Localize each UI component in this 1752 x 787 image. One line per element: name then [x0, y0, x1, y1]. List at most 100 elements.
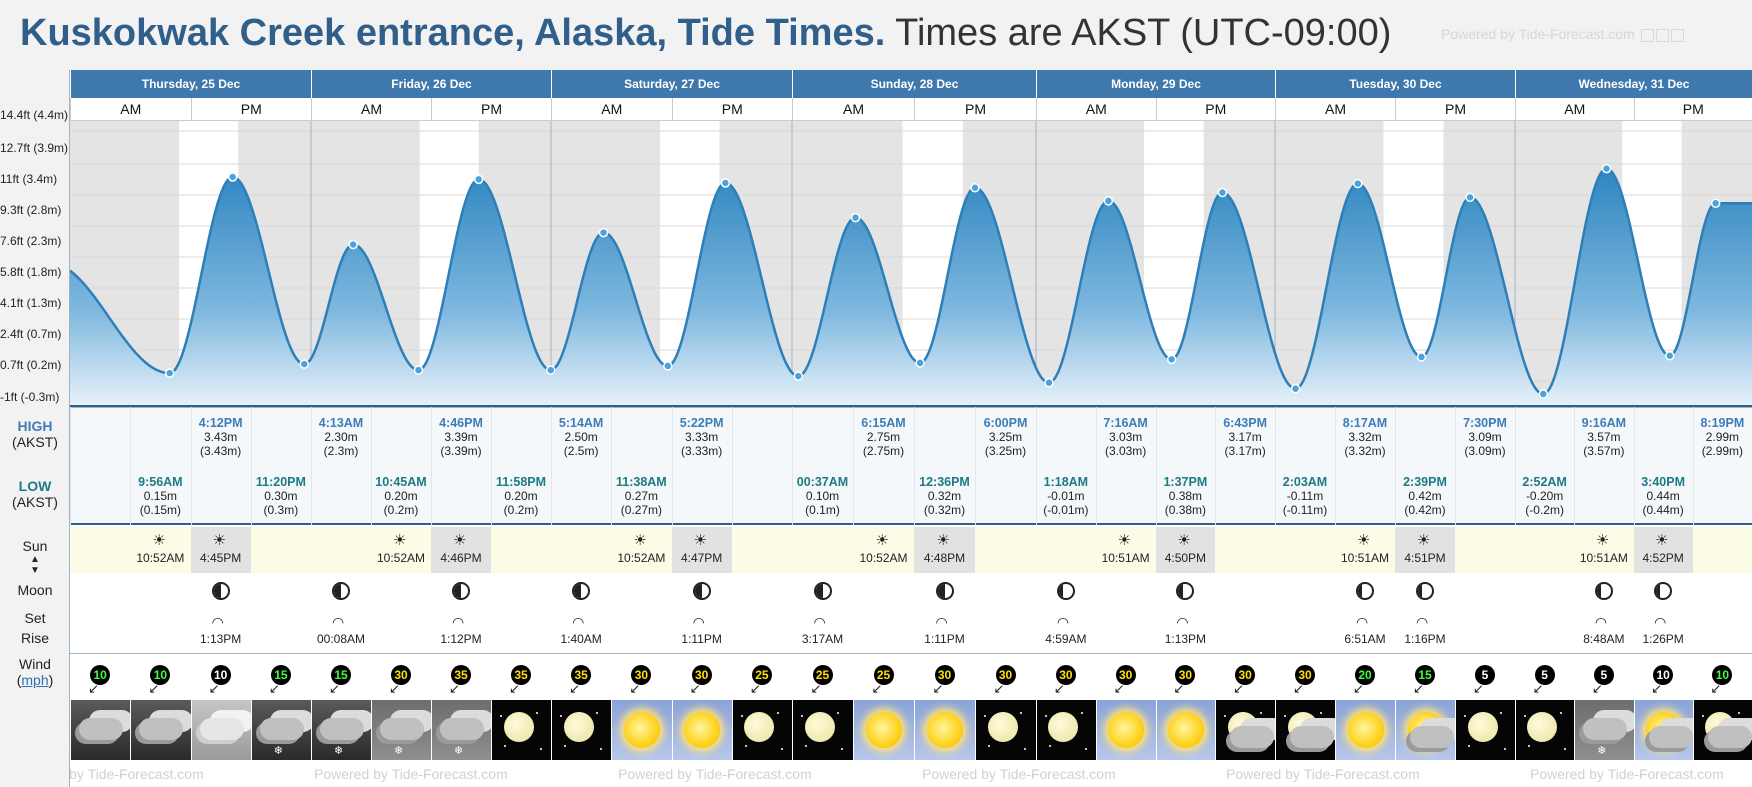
powered-by-text: Powered by Tide-Forecast.com	[70, 766, 204, 782]
tide-extreme-point[interactable]	[1353, 178, 1363, 189]
wind-direction-icon: ↙	[1473, 681, 1484, 696]
high-tide-cell: 5:22PM 3.33m (3.33m)	[672, 416, 732, 458]
pm-label: PM	[914, 98, 1036, 121]
low-tide-height-alt: (0.2m)	[383, 503, 419, 517]
tide-extreme-point[interactable]	[1290, 383, 1301, 394]
high-tide-cell: 6:15AM 2.75m (2.75m)	[853, 416, 914, 458]
sunset-icon: ☀	[936, 532, 950, 549]
sun-updown-icon: ▲ ▼	[30, 554, 40, 576]
tide-extreme-point[interactable]	[348, 239, 358, 250]
low-tide-height: 0.38m	[1168, 489, 1203, 503]
weather-moon-cloud-icon	[1692, 700, 1752, 760]
cloud-icon	[199, 718, 244, 740]
wind-cell: 25 ↙	[853, 658, 914, 700]
star-icon	[805, 745, 807, 747]
moonrise-icon: ◠	[692, 614, 705, 630]
moon-icon	[805, 712, 835, 742]
sun-icon	[927, 712, 963, 748]
wind-direction-icon: ↙	[509, 681, 520, 696]
star-icon	[560, 715, 562, 717]
high-tide-height-alt: (2.5m)	[563, 444, 599, 458]
moon-icon	[744, 712, 775, 742]
tide-extreme-point[interactable]	[663, 361, 673, 371]
high-tide-height-alt: (3.32m)	[1344, 444, 1386, 458]
tide-slot-divider	[70, 407, 71, 525]
tide-slot-divider	[853, 407, 854, 525]
tide-extreme-point[interactable]	[1538, 389, 1549, 399]
tide-extreme-point[interactable]	[720, 178, 731, 188]
sunrise-cell: ☀ 10:51AM	[1335, 527, 1395, 573]
weather-sun-cloud-icon	[1633, 700, 1693, 760]
tide-slot-divider	[1095, 407, 1097, 525]
sunrise-cell: ☀ 10:52AM	[130, 527, 190, 573]
powered-by-top[interactable]: Powered by Tide-Forecast.com	[1441, 26, 1684, 42]
tide-extreme-point[interactable]	[915, 358, 925, 368]
wind-direction-icon: ↙	[689, 681, 701, 696]
moonrise-icon: ◠	[813, 614, 826, 630]
wind-direction-icon: ↙	[1113, 681, 1125, 696]
high-tide-cell: 8:19PM 2.99m (2.99m)	[1693, 416, 1752, 458]
wind-speed-badge: 35	[571, 665, 592, 685]
star-icon	[801, 715, 803, 717]
moon-phase-icon	[211, 582, 230, 600]
moon-cell: ◠ 1:11PM	[672, 574, 732, 652]
mph-link[interactable]: mph	[21, 672, 49, 688]
wind-direction-icon: ↙	[208, 681, 220, 696]
tide-slot-divider	[1395, 407, 1396, 525]
wind-speed-badge: 30	[1235, 665, 1256, 685]
tide-slot-divider	[792, 407, 793, 525]
wind-cell: 5 ↙	[1515, 658, 1574, 700]
star-icon	[1260, 712, 1263, 714]
tide-extreme-point[interactable]	[473, 174, 484, 185]
moon-phase-icon	[1356, 582, 1374, 600]
moon-phase-icon	[1056, 582, 1075, 600]
tide-extreme-point[interactable]	[1166, 354, 1177, 365]
tide-extreme-point[interactable]	[1664, 351, 1675, 361]
tide-extreme-point[interactable]	[227, 172, 238, 182]
tide-extreme-point[interactable]	[1601, 163, 1612, 174]
wind-speed-badge: 30	[995, 665, 1016, 685]
wind-cell: 25 ↙	[732, 658, 792, 700]
low-tide-cell: 10:45AM 0.20m (0.2m)	[371, 475, 431, 517]
tide-extreme-point[interactable]	[413, 365, 424, 375]
powered-by-bottom[interactable]: Powered by Tide-Forecast.com Powered by T…	[70, 764, 1752, 787]
high-tide-height: 3.43m	[203, 430, 238, 444]
tide-extreme-point[interactable]	[1103, 196, 1114, 206]
weather-sun-icon	[1155, 700, 1216, 760]
tide-extreme-point[interactable]	[1217, 187, 1228, 198]
moon-time: 1:26PM	[1642, 632, 1684, 646]
low-tide-cell: 2:39PM 0.42m (0.42m)	[1395, 475, 1455, 517]
row-labels-column	[0, 70, 70, 787]
tide-extreme-point[interactable]	[1465, 192, 1475, 203]
tide-extreme-point[interactable]	[1416, 352, 1427, 362]
tide-extreme-point[interactable]	[1710, 198, 1721, 209]
tide-extreme-point[interactable]	[1044, 377, 1054, 388]
star-icon	[1468, 745, 1470, 747]
wind-direction-icon: ↙	[1532, 681, 1544, 696]
wind-cell: 30 ↙	[1156, 658, 1216, 700]
low-tide-time: 00:37AM	[796, 475, 849, 489]
tide-extreme-point[interactable]	[970, 183, 980, 193]
tide-extreme-point[interactable]	[850, 212, 861, 223]
tide-rows-bg	[70, 407, 1752, 525]
weather-night-moon-icon	[1036, 700, 1096, 760]
high-tide-cell: 4:12PM 3.43m (3.43m)	[191, 416, 251, 458]
tide-extreme-point[interactable]	[299, 359, 310, 369]
moon-cell: ◠ 1:11PM	[914, 574, 975, 652]
moon-cell: ◠ 1:40AM	[551, 574, 611, 652]
tide-extreme-point[interactable]	[545, 365, 556, 375]
tide-extreme-point[interactable]	[793, 371, 804, 381]
low-tide-height: 0.20m	[384, 489, 418, 503]
weather-night-moon-icon	[792, 700, 853, 760]
wind-speed-badge: 15	[1415, 665, 1435, 685]
weather-sun-icon	[1335, 700, 1395, 760]
day-header: Thursday, 25 Dec	[70, 70, 311, 98]
sunrise-time: 10:52AM	[376, 551, 426, 565]
day-header: Saturday, 27 Dec	[551, 70, 792, 98]
tide-extreme-point[interactable]	[164, 368, 175, 378]
tide-extreme-point[interactable]	[598, 227, 609, 238]
tide-slot-divider	[1036, 407, 1037, 525]
pm-label: PM	[1155, 98, 1275, 121]
high-tide-time: 5:22PM	[679, 416, 724, 430]
title-location: Kuskokwak Creek entrance, Alaska, Tide T…	[20, 12, 886, 54]
